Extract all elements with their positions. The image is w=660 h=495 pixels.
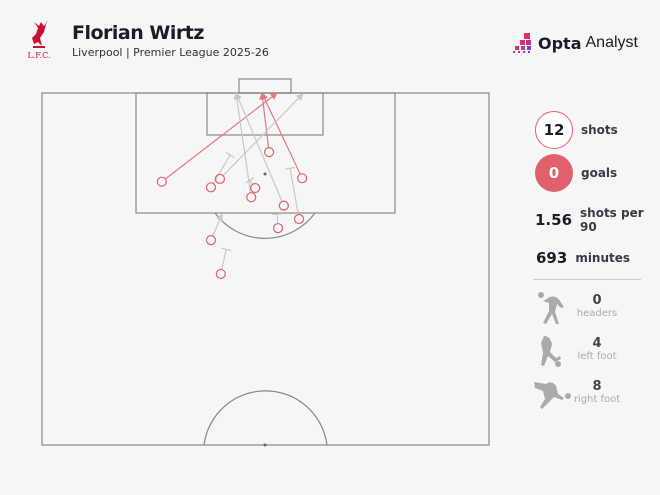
block-marker (245, 176, 255, 184)
shots-label: shots (581, 123, 618, 137)
shot-location (272, 223, 284, 234)
liverpool-logo: L.F.C. (24, 18, 54, 66)
shot-location (205, 235, 217, 246)
brand-analyst: Analyst (585, 34, 638, 51)
opta-analyst-logo: Opta Analyst (512, 32, 638, 54)
shot-trajectory (235, 92, 283, 202)
minutes-stat: 693 minutes (536, 249, 630, 267)
right-foot-stat: 8 right foot (542, 379, 652, 405)
shot-trajectory (221, 249, 227, 270)
left-foot-label: left foot (577, 351, 617, 362)
right-foot-icon (532, 376, 572, 414)
goals-stat: 0 goals (535, 154, 617, 192)
brand-opta: Opta (538, 33, 582, 53)
svg-text:L.F.C.: L.F.C. (27, 51, 50, 60)
shot-location (278, 200, 289, 211)
opta-mark-icon (513, 33, 531, 53)
shot-location (215, 268, 226, 280)
divider (533, 279, 641, 280)
shot-location (297, 173, 308, 184)
shot-trajectory (222, 93, 304, 176)
headers-stat: 0 headers (542, 293, 652, 319)
per90-value: 1.56 (535, 211, 573, 229)
shots-stat: 12 shots (535, 111, 618, 149)
player-name: Florian Wirtz (72, 22, 204, 44)
block-marker (285, 166, 296, 170)
block-marker (221, 247, 232, 251)
shot-location (250, 182, 261, 194)
left-foot-value: 4 (592, 336, 602, 351)
shot-trajectory (213, 154, 231, 184)
headers-value: 0 (592, 293, 602, 308)
goals-value: 0 (535, 154, 573, 192)
minutes-value: 693 (536, 249, 568, 267)
minutes-label: minutes (575, 251, 631, 265)
shot-location (263, 147, 275, 158)
right-foot-value: 8 (592, 379, 602, 394)
shot-trajectory (165, 92, 278, 180)
shot-trajectory (249, 179, 253, 185)
shot-trajectory (289, 168, 299, 215)
header-icon (536, 291, 568, 329)
pitch-outline (41, 92, 490, 446)
penalty-arc (214, 212, 316, 239)
center-circle (203, 390, 328, 446)
block-marker (225, 151, 235, 159)
shot-trajectory (261, 92, 301, 174)
shot-trajectory (233, 92, 252, 193)
shots-value: 12 (535, 111, 573, 149)
subtitle: Liverpool | Premier League 2025-26 (72, 46, 269, 59)
shot-trajectory (259, 92, 270, 148)
shot-location (214, 173, 226, 184)
per90-label: shots per 90 (580, 206, 644, 234)
penalty-spot (263, 172, 267, 176)
headers-label: headers (576, 308, 618, 319)
shots-per-90-stat: 1.56 shots per 90 (535, 206, 660, 234)
shot-location (156, 176, 167, 187)
block-marker (272, 213, 283, 216)
shot-trajectory (212, 213, 223, 236)
left-foot-icon (536, 334, 568, 372)
shot-trajectory (276, 214, 279, 224)
penalty-box (135, 92, 396, 214)
goal (238, 78, 292, 94)
right-foot-label: right foot (573, 394, 621, 405)
center-spot (263, 443, 267, 447)
left-foot-stat: 4 left foot (542, 336, 652, 362)
shot-location (293, 213, 305, 225)
shot-location (246, 192, 257, 203)
goals-label: goals (581, 166, 618, 180)
shot-map (41, 78, 490, 447)
shot-location (205, 182, 217, 193)
